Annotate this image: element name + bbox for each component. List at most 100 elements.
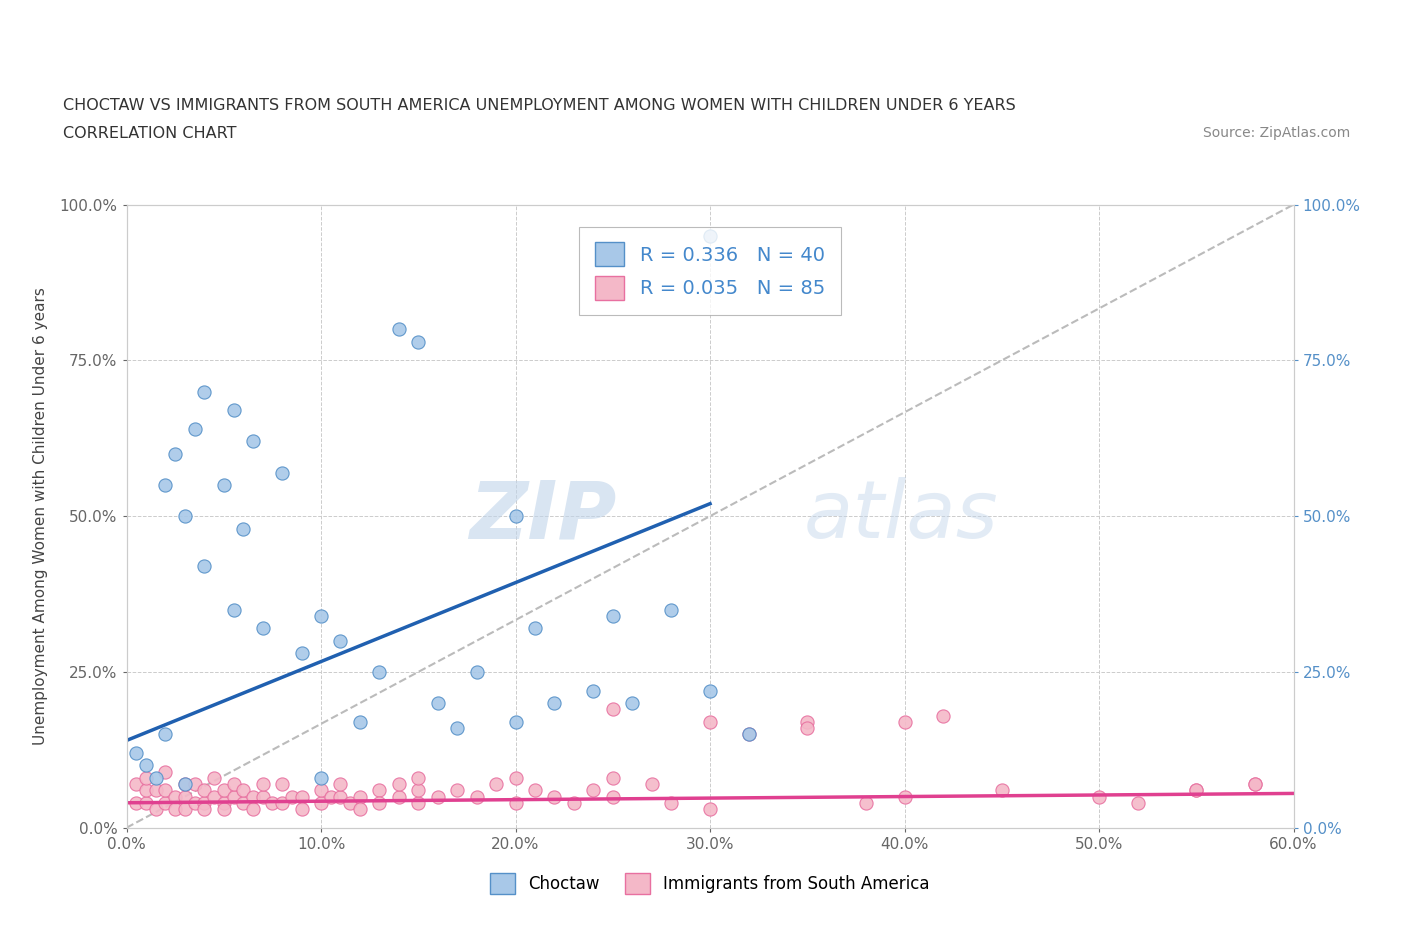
Y-axis label: Unemployment Among Women with Children Under 6 years: Unemployment Among Women with Children U… (34, 287, 48, 745)
Point (193, 559, 215, 574)
Point (193, 384, 215, 399)
Point (174, 789, 197, 804)
Point (699, 684, 721, 698)
Point (174, 802, 197, 817)
Point (339, 795, 361, 810)
Point (319, 789, 342, 804)
Point (193, 795, 215, 810)
Point (485, 777, 508, 791)
Point (232, 783, 254, 798)
Point (602, 770, 624, 785)
Point (145, 783, 167, 798)
Point (290, 802, 312, 817)
Point (465, 789, 488, 804)
Point (349, 789, 371, 804)
Point (155, 727, 177, 742)
Point (329, 789, 352, 804)
Point (309, 770, 332, 785)
Point (446, 783, 468, 798)
Point (232, 795, 254, 810)
Point (562, 795, 585, 810)
Point (796, 721, 818, 736)
Point (523, 621, 546, 636)
Point (309, 783, 332, 798)
Point (183, 795, 205, 810)
Point (271, 465, 294, 480)
Point (1243, 777, 1265, 791)
Text: CHOCTAW VS IMMIGRANTS FROM SOUTH AMERICA UNEMPLOYMENT AMONG WOMEN WITH CHILDREN : CHOCTAW VS IMMIGRANTS FROM SOUTH AMERICA… (63, 98, 1017, 113)
Point (165, 789, 187, 804)
Point (523, 783, 546, 798)
Point (465, 664, 488, 679)
Point (699, 802, 721, 817)
Point (388, 322, 411, 337)
Point (1126, 795, 1149, 810)
Point (145, 802, 167, 817)
Point (738, 727, 761, 742)
Point (699, 714, 721, 729)
Point (659, 795, 682, 810)
Point (309, 795, 332, 810)
Point (212, 795, 235, 810)
Point (1088, 789, 1111, 804)
Text: Source: ZipAtlas.com: Source: ZipAtlas.com (1202, 126, 1350, 140)
Point (135, 758, 157, 773)
Point (155, 795, 177, 810)
Point (271, 777, 294, 791)
Point (125, 777, 148, 791)
Point (621, 696, 644, 711)
Point (699, 229, 721, 244)
Text: ZIP: ZIP (470, 477, 617, 555)
Point (222, 403, 245, 418)
Point (271, 795, 294, 810)
Point (309, 608, 332, 623)
Point (582, 783, 605, 798)
Point (329, 777, 352, 791)
Point (426, 789, 449, 804)
Point (222, 777, 245, 791)
Point (155, 478, 177, 493)
Point (125, 746, 148, 761)
Point (408, 783, 430, 798)
Point (602, 702, 624, 717)
Point (796, 714, 818, 729)
Point (388, 777, 411, 791)
Point (290, 645, 312, 660)
Point (242, 789, 264, 804)
Point (602, 789, 624, 804)
Point (135, 770, 157, 785)
Point (212, 802, 235, 817)
Point (125, 795, 148, 810)
Point (193, 783, 215, 798)
Point (1185, 783, 1208, 798)
Point (368, 795, 391, 810)
Point (505, 714, 527, 729)
Point (222, 789, 245, 804)
Point (368, 664, 391, 679)
Point (543, 789, 565, 804)
Point (602, 608, 624, 623)
Point (1243, 777, 1265, 791)
Point (582, 684, 605, 698)
Point (135, 783, 157, 798)
Point (252, 777, 274, 791)
Point (505, 770, 527, 785)
Point (155, 783, 177, 798)
Point (893, 789, 915, 804)
Point (659, 603, 682, 618)
Point (408, 795, 430, 810)
Legend: Choctaw, Immigrants from South America: Choctaw, Immigrants from South America (484, 867, 936, 900)
Point (242, 434, 264, 449)
Point (349, 714, 371, 729)
Point (222, 603, 245, 618)
Point (135, 795, 157, 810)
Point (543, 696, 565, 711)
Point (855, 795, 877, 810)
Point (368, 783, 391, 798)
Point (174, 509, 197, 524)
Point (262, 795, 284, 810)
Point (252, 621, 274, 636)
Point (505, 509, 527, 524)
Point (242, 802, 264, 817)
Point (174, 777, 197, 791)
